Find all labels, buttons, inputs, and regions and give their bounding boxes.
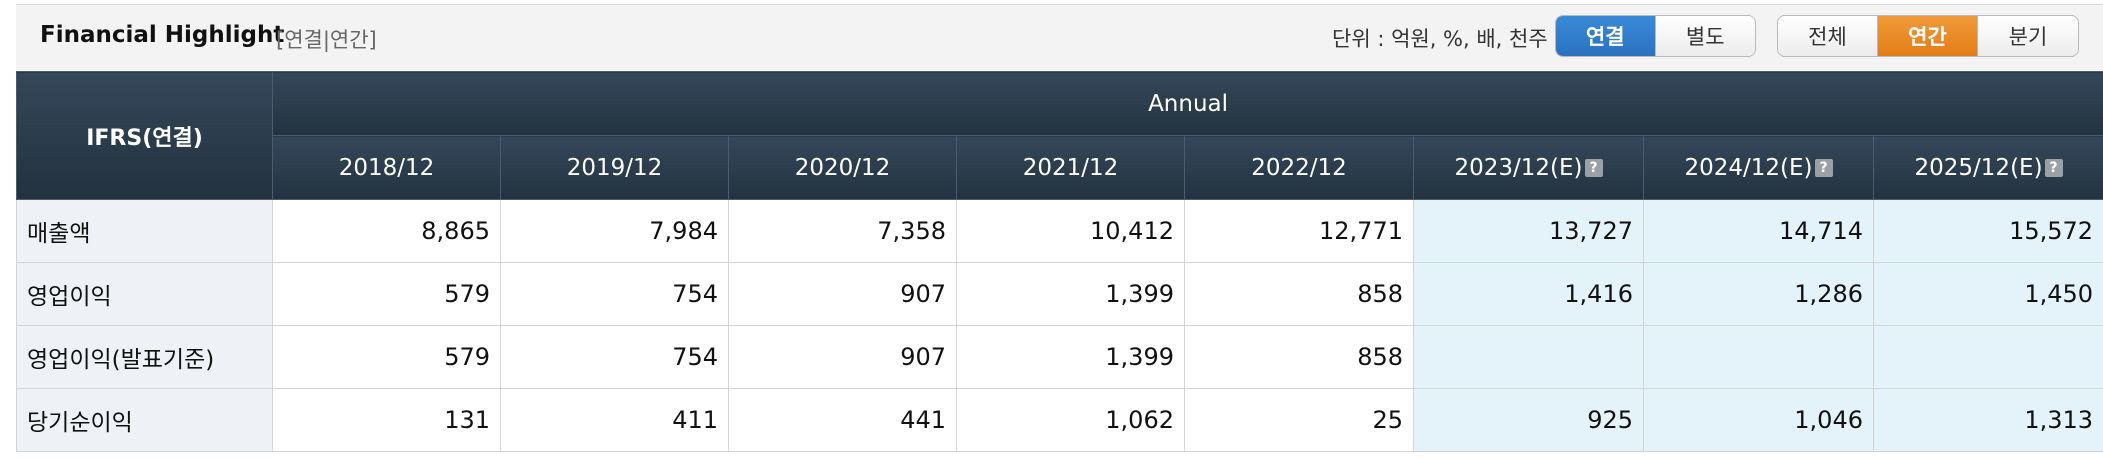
table-cell: 754 [500,325,729,389]
table-cell: 858 [1184,262,1414,326]
table-cell [1643,325,1874,389]
panel-title: Financial Highlight [40,22,285,48]
table-row: 영업이익 579 754 907 1,399 858 1,416 1,286 1,450 [16,262,2103,326]
row-label: 영업이익 [16,262,273,326]
table-cell: 25 [1184,388,1414,452]
unit-text: 단위 : 억원, %, 배, 천주 [1332,27,1548,51]
column-header: 2024/12(E)? [1643,135,1874,200]
table-cell: 858 [1184,325,1414,389]
column-header: 2023/12(E)? [1413,135,1644,200]
column-header: 2020/12 [728,135,957,200]
scope-toggle: 연결 별도 [1555,15,1756,57]
column-header: 2025/12(E)? [1872,135,2103,200]
column-header: 2022/12 [1184,135,1414,200]
column-header: 2018/12 [272,135,501,200]
table-cell: 1,313 [1872,388,2103,452]
column-header: 2019/12 [500,135,729,200]
table-cell: 1,399 [956,325,1185,389]
table-cell: 15,572 [1872,199,2103,263]
column-header: 2021/12 [956,135,1185,200]
table-cell [1413,325,1644,389]
table-cell: 13,727 [1413,199,1644,263]
column-header-label: 2022/12 [1251,154,1347,181]
column-header-label: 2018/12 [338,154,435,181]
table-cell: 1,416 [1413,262,1644,326]
column-header-label: 2024/12(E) [1684,154,1813,181]
table-cell: 7,984 [500,199,729,263]
table-cell: 925 [1413,388,1644,452]
annual-group-header: Annual [271,71,2103,136]
table-cell: 1,046 [1643,388,1874,452]
table-cell: 8,865 [272,199,501,263]
column-header-label: 2025/12(E) [1914,154,2043,181]
panel-header: Financial Highlight [연결|연간] 단위 : 억원, %, … [16,4,2103,70]
table-cell: 579 [272,262,501,326]
table-cell: 7,358 [728,199,957,263]
table-cell: 1,286 [1643,262,1874,326]
row-label: 영업이익(발표기준) [16,325,273,389]
financial-table: IFRS(연결) Annual 2018/12 2019/12 2020/12 202… [16,71,2103,452]
table-cell: 12,771 [1184,199,1414,263]
table-cell: 1,062 [956,388,1185,452]
table-cell: 1,399 [956,262,1185,326]
table-cell: 131 [272,388,501,452]
separate-button[interactable]: 별도 [1655,16,1755,56]
table-row: 당기순이익 131 411 441 1,062 25 925 1,046 1,313 [16,388,2103,452]
panel-subtitle: [연결|연간] [276,28,377,52]
period-toggle: 전체 연간 분기 [1777,15,2079,57]
table-cell: 14,714 [1643,199,1874,263]
column-header-label: 2019/12 [566,154,663,181]
row-label: 매출액 [16,199,273,263]
column-header-label: 2023/12(E) [1454,154,1583,181]
table-cell: 907 [728,325,957,389]
table-cell: 907 [728,262,957,326]
table-row: 영업이익(발표기준) 579 754 907 1,399 858 [16,325,2103,389]
table-cell: 441 [728,388,957,452]
table-cell [1872,325,2103,389]
table-cell: 10,412 [956,199,1185,263]
help-icon[interactable]: ? [1584,159,1603,177]
consolidated-button[interactable]: 연결 [1556,16,1656,56]
table-cell: 1,450 [1872,262,2103,326]
table-cell: 754 [500,262,729,326]
table-cell: 411 [500,388,729,452]
ifrs-header: IFRS(연결) [16,71,273,200]
row-label: 당기순이익 [16,388,273,452]
table-row: 매출액 8,865 7,984 7,358 10,412 12,771 13,727 14,7… [16,199,2103,263]
help-icon[interactable]: ? [2044,159,2063,177]
column-header-label: 2021/12 [1022,154,1119,181]
financial-highlight-panel: Financial Highlight [연결|연간] 단위 : 억원, %, … [16,4,2103,459]
annual-button[interactable]: 연간 [1878,16,1978,56]
table-cell: 579 [272,325,501,389]
help-icon[interactable]: ? [1814,159,1833,177]
column-header-label: 2020/12 [794,154,891,181]
quarterly-button[interactable]: 분기 [1978,16,2078,56]
all-period-button[interactable]: 전체 [1778,16,1878,56]
